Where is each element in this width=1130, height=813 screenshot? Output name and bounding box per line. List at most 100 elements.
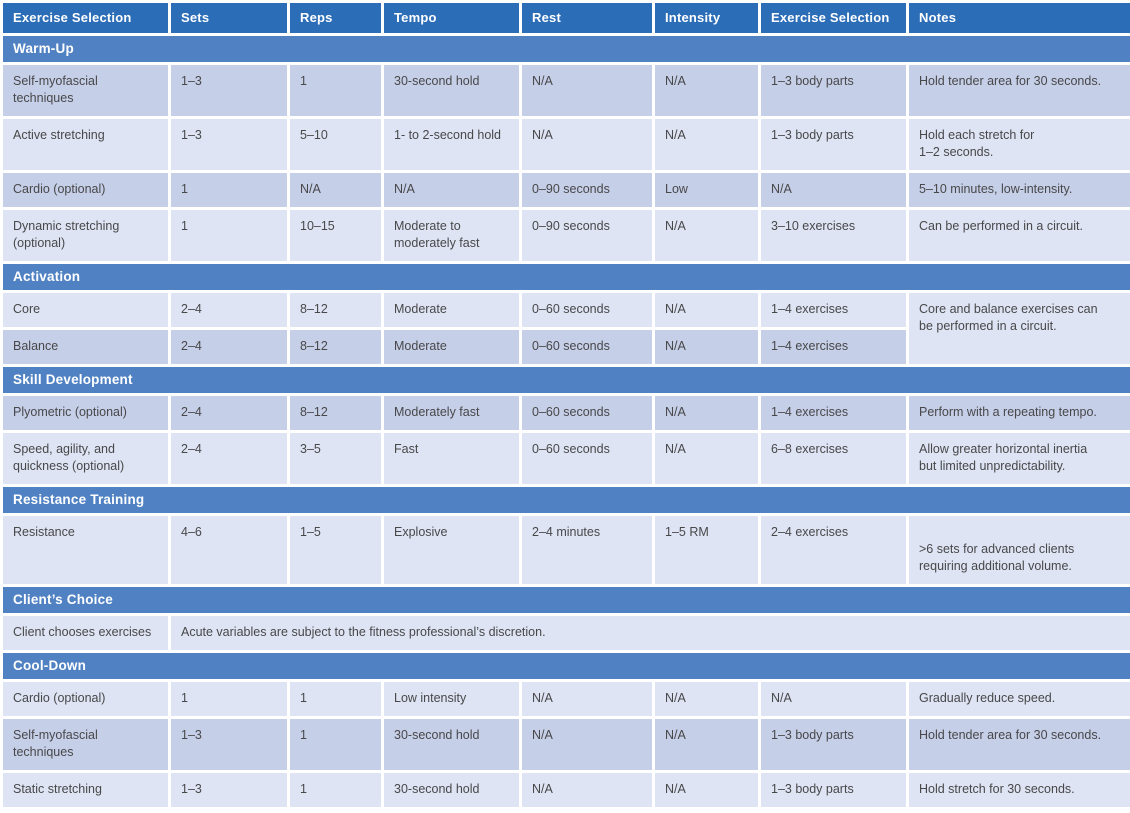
table-row: Active stretching 1–3 5–10 1- to 2-second h… bbox=[0, 116, 1130, 173]
value-cell: 30-second hold bbox=[381, 770, 522, 810]
value-cell: Moderate bbox=[381, 327, 522, 367]
column-header: Sets bbox=[168, 0, 290, 36]
value-cell: Hold each stretch for 1–2 seconds. bbox=[906, 116, 1130, 173]
value-cell: 0–60 seconds bbox=[519, 290, 655, 330]
value-cell: N/A bbox=[652, 430, 761, 487]
value-cell: 2–4 bbox=[168, 290, 290, 330]
value-cell: 2–4 bbox=[168, 327, 290, 367]
value-cell: 5–10 bbox=[287, 116, 384, 173]
section-header-client-s-choice: Client’s Choice bbox=[0, 584, 1130, 616]
value-cell: 1–3 body parts bbox=[758, 116, 909, 173]
value-cell: 1–3 bbox=[168, 716, 290, 773]
table-row: Resistance 4–6 1–5 Explosive 2–4 minutes 1–5 … bbox=[0, 513, 1130, 587]
section-row: Resistance Training bbox=[0, 484, 1130, 516]
value-cell: 3–10 exercises bbox=[758, 207, 909, 264]
exercise-name-cell: Cardio (optional) bbox=[0, 679, 171, 719]
value-cell: 10–15 bbox=[287, 207, 384, 264]
value-cell: N/A bbox=[758, 170, 909, 210]
value-cell: >6 sets for advanced clients requiring a… bbox=[906, 513, 1130, 587]
exercise-name-cell: Core bbox=[0, 290, 171, 330]
value-cell: Low intensity bbox=[381, 679, 522, 719]
value-cell: N/A bbox=[652, 393, 761, 433]
value-cell: 30-second hold bbox=[381, 62, 522, 119]
exercise-name-cell: Self-myofascial techniques bbox=[0, 716, 171, 773]
value-cell: 3–5 bbox=[287, 430, 384, 487]
table-row: Plyometric (optional) 2–4 8–12 Moderately f… bbox=[0, 393, 1130, 433]
value-cell: Moderate to moderately fast bbox=[381, 207, 522, 264]
value-cell: 1- to 2-second hold bbox=[381, 116, 522, 173]
value-cell: Perform with a repeating tempo. bbox=[906, 393, 1130, 433]
value-cell: Moderate bbox=[381, 290, 522, 330]
table-row: Static stretching 1–3 1 30-second hold N/A N/… bbox=[0, 770, 1130, 810]
value-cell: Low bbox=[652, 170, 761, 210]
table-row: Core 2–4 8–12 Moderate 0–60 seconds N/A 1–4 ex… bbox=[0, 290, 1130, 367]
value-cell: 0–60 seconds bbox=[519, 393, 655, 433]
column-header: Rest bbox=[519, 0, 655, 36]
section-header-skill-development: Skill Development bbox=[0, 364, 1130, 396]
value-cell: 2–4 exercises bbox=[758, 513, 909, 587]
section-row: Skill Development bbox=[0, 364, 1130, 396]
column-header-row: Exercise Selection Sets Reps Tempo Rest Inten… bbox=[0, 0, 1130, 36]
value-cell: 1–3 body parts bbox=[758, 716, 909, 773]
value-cell: 1 bbox=[287, 679, 384, 719]
exercise-name-cell: Speed, agility, and quickness (optional) bbox=[0, 430, 171, 487]
value-cell: 1–5 bbox=[287, 513, 384, 587]
value-cell: 1 bbox=[287, 716, 384, 773]
exercise-name-cell: Client chooses exercises bbox=[0, 613, 171, 653]
section-header-warm-up: Warm-Up bbox=[0, 33, 1130, 65]
value-cell: 0–90 seconds bbox=[519, 170, 655, 210]
value-cell: N/A bbox=[519, 679, 655, 719]
table-row: Self-myofascial techniques 1–3 1 30-second … bbox=[0, 716, 1130, 773]
value-cell: Explosive bbox=[381, 513, 522, 587]
section-row: Activation bbox=[0, 261, 1130, 293]
value-cell: Core and balance exercises can be perfor… bbox=[906, 290, 1130, 367]
value-cell: 4–6 bbox=[168, 513, 290, 587]
value-cell: N/A bbox=[652, 716, 761, 773]
table-row: Cardio (optional) 1 N/A N/A 0–90 seconds Low N… bbox=[0, 170, 1130, 210]
value-cell: N/A bbox=[519, 770, 655, 810]
table-row: Client chooses exercises Acute variables … bbox=[0, 613, 1130, 653]
value-cell: 30-second hold bbox=[381, 716, 522, 773]
value-cell: 2–4 minutes bbox=[519, 513, 655, 587]
exercise-name-cell: Active stretching bbox=[0, 116, 171, 173]
value-cell: N/A bbox=[652, 770, 761, 810]
value-cell: 1 bbox=[168, 207, 290, 264]
exercise-name-cell: Cardio (optional) bbox=[0, 170, 171, 210]
value-cell: 1–3 bbox=[168, 116, 290, 173]
value-cell: 1 bbox=[168, 170, 290, 210]
table-row: Cardio (optional) 1 1 Low intensity N/A N/A N/… bbox=[0, 679, 1130, 719]
value-cell: 5–10 minutes, low-intensity. bbox=[906, 170, 1130, 210]
exercise-name-cell: Static stretching bbox=[0, 770, 171, 810]
value-cell: Can be performed in a circuit. bbox=[906, 207, 1130, 264]
value-cell: 1–4 exercises bbox=[758, 327, 909, 367]
value-cell: 8–12 bbox=[287, 290, 384, 330]
exercise-name-cell: Dynamic stretching (optional) bbox=[0, 207, 171, 264]
value-cell: N/A bbox=[652, 207, 761, 264]
value-cell: 8–12 bbox=[287, 327, 384, 367]
section-header-cool-down: Cool-Down bbox=[0, 650, 1130, 682]
value-cell: Hold tender area for 30 seconds. bbox=[906, 716, 1130, 773]
value-cell: N/A bbox=[652, 62, 761, 119]
value-cell: 1–3 bbox=[168, 62, 290, 119]
value-cell: Hold stretch for 30 seconds. bbox=[906, 770, 1130, 810]
value-cell: Moderately fast bbox=[381, 393, 522, 433]
value-cell: 1–3 body parts bbox=[758, 62, 909, 119]
value-cell: 1–3 bbox=[168, 770, 290, 810]
value-cell: 1–3 body parts bbox=[758, 770, 909, 810]
exercise-name-cell: Plyometric (optional) bbox=[0, 393, 171, 433]
table-row: Balance 2–4 8–12 Moderate 0–60 seconds N/A 1–4… bbox=[0, 327, 1130, 367]
column-header: Exercise Selection bbox=[0, 0, 171, 36]
value-cell: 1–4 exercises bbox=[758, 393, 909, 433]
value-cell: 1 bbox=[168, 679, 290, 719]
column-header: Exercise Selection bbox=[758, 0, 909, 36]
value-cell: N/A bbox=[519, 716, 655, 773]
value-cell: 1–4 exercises bbox=[758, 290, 909, 330]
value-cell: 6–8 exercises bbox=[758, 430, 909, 487]
section-row: Client’s Choice bbox=[0, 584, 1130, 616]
exercise-name-cell: Self-myofascial techniques bbox=[0, 62, 171, 119]
value-cell: Gradually reduce speed. bbox=[906, 679, 1130, 719]
column-header: Reps bbox=[287, 0, 384, 36]
table-row: Speed, agility, and quickness (optional)… bbox=[0, 430, 1130, 487]
value-cell: 8–12 bbox=[287, 393, 384, 433]
